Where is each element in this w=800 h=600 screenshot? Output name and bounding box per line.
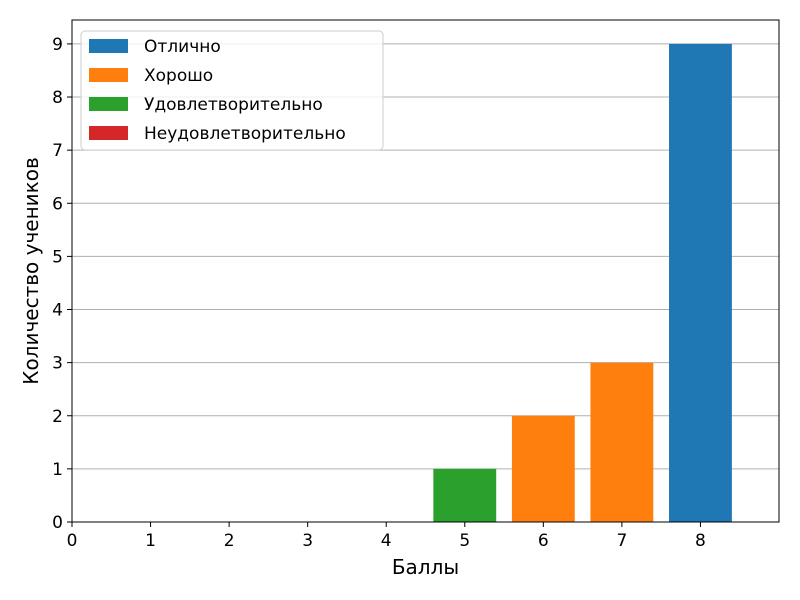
y-tick-label: 7 xyxy=(52,141,63,161)
x-tick-label: 3 xyxy=(302,531,313,551)
legend-box xyxy=(80,30,384,151)
bar-5 xyxy=(433,468,497,522)
x-tick-label: 6 xyxy=(538,531,549,551)
legend-swatch xyxy=(89,97,128,111)
legend-label: Удовлетворительно xyxy=(144,95,323,115)
y-tick-label: 0 xyxy=(52,513,63,533)
legend-label: Хорошо xyxy=(144,66,213,86)
x-tick-label: 4 xyxy=(381,531,392,551)
bar-7 xyxy=(590,362,654,522)
x-tick-label: 8 xyxy=(695,531,706,551)
x-axis-ticks: 0 1 2 3 4 5 6 7 8 xyxy=(67,522,706,551)
x-tick-label: 5 xyxy=(459,531,470,551)
x-tick-label: 2 xyxy=(224,531,235,551)
y-tick-label: 4 xyxy=(52,301,63,321)
legend: Отлично Хорошо Удовлетворительно Неудовлетв… xyxy=(80,30,384,151)
y-tick-label: 6 xyxy=(52,194,63,214)
x-tick-label: 7 xyxy=(616,531,627,551)
y-tick-label: 5 xyxy=(52,247,63,267)
y-axis-title: Количество учеников xyxy=(19,157,43,385)
y-tick-label: 3 xyxy=(52,354,63,374)
x-tick-label: 0 xyxy=(67,531,78,551)
y-axis-ticks: 0 1 2 3 4 5 6 7 8 9 xyxy=(52,35,72,533)
legend-swatch xyxy=(89,39,128,53)
plot-area-frame xyxy=(71,19,780,523)
bars xyxy=(433,43,732,523)
bar-6 xyxy=(511,415,575,522)
y-tick-label: 9 xyxy=(52,35,63,55)
legend-label: Неудовлетворительно xyxy=(144,124,346,144)
x-tick-label: 1 xyxy=(145,531,156,551)
legend-swatch xyxy=(89,126,128,140)
bar-8 xyxy=(669,43,732,523)
y-tick-label: 1 xyxy=(52,460,63,480)
x-axis-title: Баллы xyxy=(392,555,459,579)
y-tick-label: 8 xyxy=(52,88,63,108)
y-tick-label: 2 xyxy=(52,407,63,427)
legend-label: Отлично xyxy=(144,37,221,57)
legend-swatch xyxy=(89,68,128,82)
